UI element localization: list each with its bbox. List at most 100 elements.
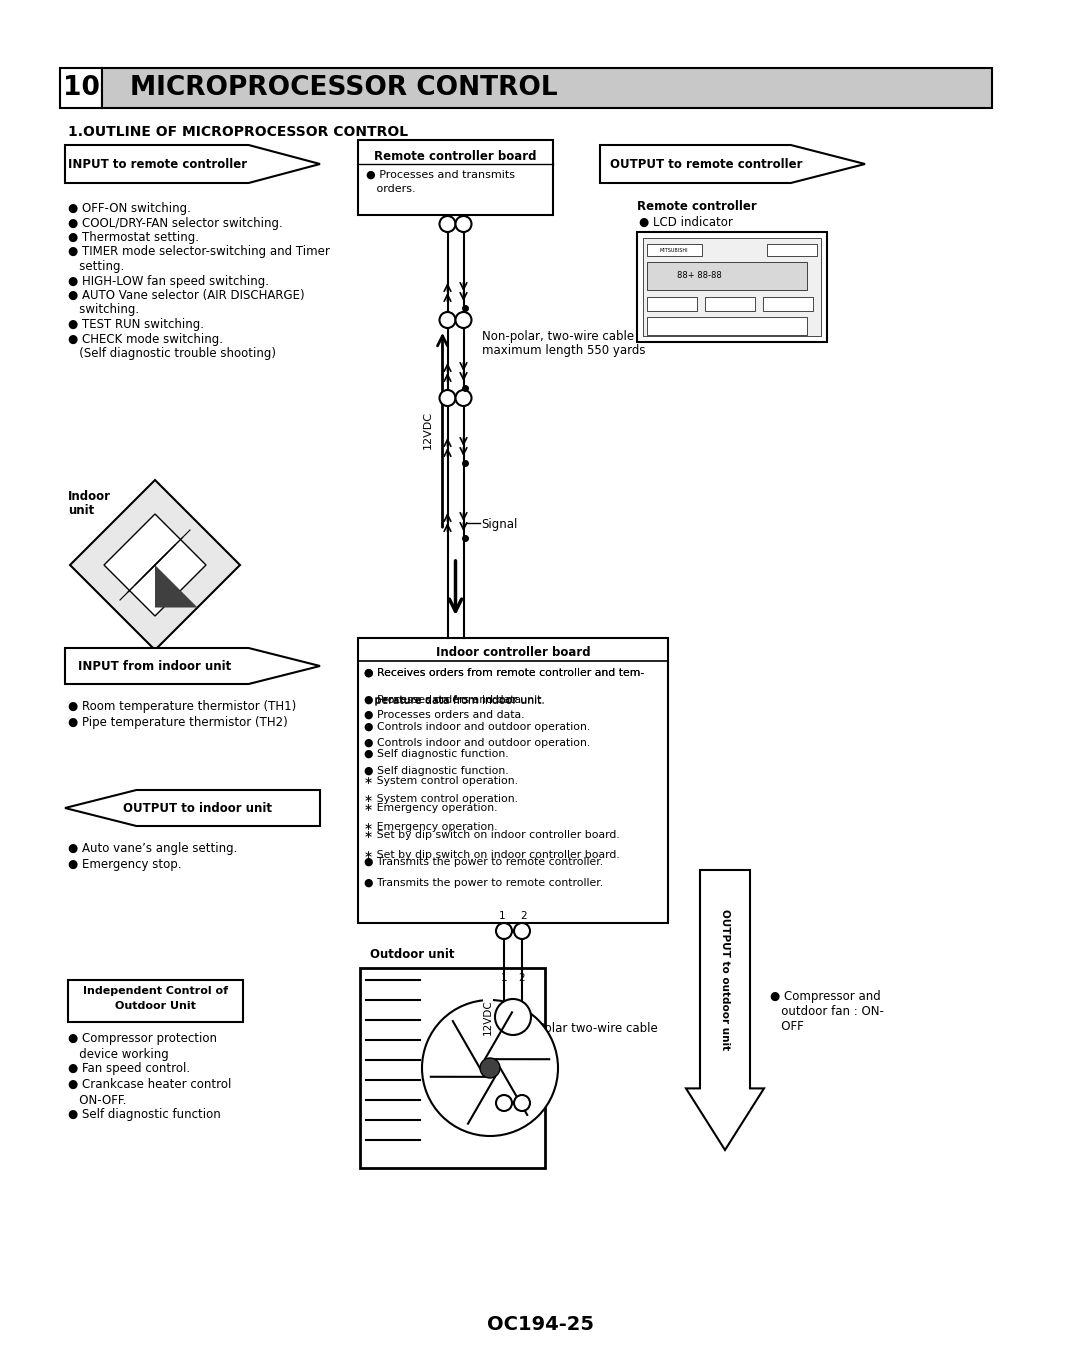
Text: device working: device working: [68, 1048, 168, 1061]
Circle shape: [440, 216, 456, 232]
Bar: [647, 244, 702, 256]
Text: ∗ Emergency operation.: ∗ Emergency operation.: [364, 822, 498, 832]
Text: ● Processes orders and data.: ● Processes orders and data.: [364, 711, 525, 720]
Text: Outdoor Unit: Outdoor Unit: [116, 1001, 195, 1011]
Text: Polar two-wire cable: Polar two-wire cable: [538, 1022, 658, 1035]
Text: ● Fan speed control.: ● Fan speed control.: [68, 1063, 190, 1075]
Text: 1.OUTLINE OF MICROPROCESSOR CONTROL: 1.OUTLINE OF MICROPROCESSOR CONTROL: [68, 125, 408, 139]
Text: perature data from indoor unit.: perature data from indoor unit.: [364, 696, 544, 707]
Polygon shape: [70, 480, 240, 651]
Text: ∗ System control operation.: ∗ System control operation.: [364, 776, 518, 786]
Circle shape: [456, 216, 472, 232]
Circle shape: [514, 923, 530, 938]
Bar: [647, 297, 697, 311]
Text: Non-polar, two-wire cable: Non-polar, two-wire cable: [482, 330, 634, 342]
Bar: [357, 140, 553, 216]
Text: perature data from indoor unit.: perature data from indoor unit.: [364, 696, 544, 705]
Text: ● Transmits the power to remote controller.: ● Transmits the power to remote controll…: [364, 878, 603, 888]
Text: ● Emergency stop.: ● Emergency stop.: [68, 858, 181, 872]
Text: orders.: orders.: [366, 184, 416, 194]
Text: outdoor fan : ON-: outdoor fan : ON-: [770, 1005, 883, 1018]
Text: ● AUTO Vane selector (AIR DISCHARGE): ● AUTO Vane selector (AIR DISCHARGE): [68, 289, 305, 301]
Circle shape: [456, 312, 472, 327]
Text: ● Processes orders and data.: ● Processes orders and data.: [364, 696, 525, 705]
Bar: [767, 244, 816, 256]
Text: ● Room temperature thermistor (TH1): ● Room temperature thermistor (TH1): [68, 700, 296, 713]
Text: ● TEST RUN switching.: ● TEST RUN switching.: [68, 318, 204, 331]
Text: ∗ Set by dip switch on indoor controller board.: ∗ Set by dip switch on indoor controller…: [364, 831, 620, 840]
Circle shape: [495, 998, 531, 1035]
Polygon shape: [156, 565, 198, 607]
Polygon shape: [65, 145, 320, 183]
Text: ● Controls indoor and outdoor operation.: ● Controls indoor and outdoor operation.: [364, 722, 591, 732]
Bar: [637, 232, 827, 342]
Polygon shape: [600, 145, 865, 183]
Text: 2: 2: [521, 911, 527, 921]
Text: 1: 1: [499, 911, 505, 921]
Text: ● OFF-ON switching.: ● OFF-ON switching.: [68, 202, 191, 216]
Circle shape: [422, 1000, 558, 1136]
Text: ● Auto vane’s angle setting.: ● Auto vane’s angle setting.: [68, 842, 238, 855]
Bar: [102, 68, 993, 108]
Text: (Self diagnostic trouble shooting): (Self diagnostic trouble shooting): [68, 346, 276, 360]
Text: ● TIMER mode selector-switching and Timer: ● TIMER mode selector-switching and Time…: [68, 246, 329, 259]
Circle shape: [496, 923, 512, 938]
Bar: [762, 297, 813, 311]
Text: ● Receives orders from remote controller and tem-: ● Receives orders from remote controller…: [364, 668, 645, 678]
Text: ● Receives orders from remote controller and tem-: ● Receives orders from remote controller…: [364, 668, 645, 678]
Text: 1: 1: [501, 973, 508, 983]
Text: ● COOL/DRY-FAN selector switching.: ● COOL/DRY-FAN selector switching.: [68, 217, 283, 229]
Text: MICROPROCESSOR CONTROL: MICROPROCESSOR CONTROL: [130, 75, 557, 101]
Text: 88+ 88-88: 88+ 88-88: [677, 271, 721, 281]
Text: ● HIGH-LOW fan speed switching.: ● HIGH-LOW fan speed switching.: [68, 274, 269, 288]
Circle shape: [456, 390, 472, 406]
Text: Remote controller board: Remote controller board: [375, 150, 537, 164]
Circle shape: [440, 390, 456, 406]
Text: ∗ Set by dip switch on indoor controller board.: ∗ Set by dip switch on indoor controller…: [364, 850, 620, 859]
Text: ● LCD indicator: ● LCD indicator: [639, 216, 733, 229]
Text: ● Controls indoor and outdoor operation.: ● Controls indoor and outdoor operation.: [364, 738, 591, 747]
Text: unit: unit: [68, 505, 94, 517]
Text: OUTPUT to outdoor unit: OUTPUT to outdoor unit: [720, 910, 730, 1050]
Bar: [647, 316, 807, 336]
Bar: [705, 297, 755, 311]
Text: setting.: setting.: [68, 261, 124, 273]
Text: ● Self diagnostic function.: ● Self diagnostic function.: [364, 749, 509, 758]
Text: 12VDC: 12VDC: [422, 411, 432, 449]
Text: ● Pipe temperature thermistor (TH2): ● Pipe temperature thermistor (TH2): [68, 716, 287, 728]
Text: 12VDC: 12VDC: [483, 998, 492, 1035]
Circle shape: [480, 1058, 500, 1078]
Text: ● Self diagnostic function: ● Self diagnostic function: [68, 1108, 220, 1121]
Text: maximum length 550 yards: maximum length 550 yards: [482, 344, 645, 357]
Text: ● Thermostat setting.: ● Thermostat setting.: [68, 231, 199, 244]
Circle shape: [496, 1095, 512, 1112]
Bar: [360, 968, 545, 1168]
Text: ON-OFF.: ON-OFF.: [68, 1094, 126, 1108]
Text: Indoor: Indoor: [68, 490, 111, 503]
Text: ● Self diagnostic function.: ● Self diagnostic function.: [364, 767, 509, 776]
Circle shape: [514, 1095, 530, 1112]
Text: OUTPUT to indoor unit: OUTPUT to indoor unit: [123, 802, 272, 814]
Text: Independent Control of: Independent Control of: [83, 986, 228, 996]
Text: Outdoor unit: Outdoor unit: [370, 948, 455, 962]
Text: OFF: OFF: [770, 1020, 804, 1033]
Text: ● Transmits the power to remote controller.: ● Transmits the power to remote controll…: [364, 857, 603, 868]
Text: ● Compressor protection: ● Compressor protection: [68, 1033, 217, 1045]
Polygon shape: [104, 514, 206, 617]
Text: ● Compressor and: ● Compressor and: [770, 990, 881, 1003]
Bar: [357, 638, 669, 923]
Polygon shape: [65, 790, 320, 827]
Text: switching.: switching.: [68, 304, 139, 316]
Text: Signal: Signal: [482, 518, 518, 531]
Text: INPUT from indoor unit: INPUT from indoor unit: [78, 660, 231, 672]
Bar: [60, 68, 102, 108]
Text: ● CHECK mode switching.: ● CHECK mode switching.: [68, 333, 222, 345]
Text: 10: 10: [63, 75, 99, 101]
Bar: [647, 262, 807, 291]
Bar: [643, 237, 821, 336]
Text: MITSUBISHI: MITSUBISHI: [660, 247, 688, 252]
Text: ∗ System control operation.: ∗ System control operation.: [364, 794, 518, 803]
Text: OC194-25: OC194-25: [486, 1315, 594, 1334]
Polygon shape: [686, 870, 764, 1150]
Polygon shape: [65, 648, 320, 683]
